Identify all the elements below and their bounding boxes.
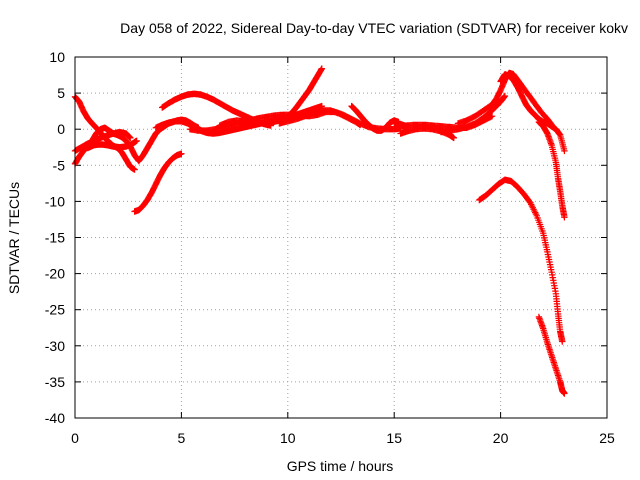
series-arc-4 [84,137,140,152]
y-tick-label: -10 [45,193,65,209]
data-point [555,130,563,137]
data-markers [71,65,568,397]
data-point [488,113,496,120]
x-tick-label: 15 [386,430,402,446]
y-axis-label: SDTVAR / TECUs [6,182,22,294]
data-point [561,390,568,397]
data-point [561,214,568,221]
data-point [178,150,185,157]
y-tick-label: -40 [45,410,65,426]
y-tick-label: -30 [45,338,65,354]
y-tick-label: 0 [57,121,65,137]
series-arc-18 [497,71,568,155]
data-point [127,134,134,142]
series-arc-21 [535,313,568,397]
x-tick-label: 5 [178,430,186,446]
plot-frame [74,56,608,419]
chart-title: Day 058 of 2022, Sidereal Day-to-day VTE… [120,20,628,36]
y-tick-label: -20 [45,266,65,282]
y-tick-label: -5 [53,157,66,173]
data-point [561,147,568,155]
y-tick-label: -25 [45,302,65,318]
series-arc-19 [535,118,568,221]
data-point [357,121,364,129]
y-tick-label: -15 [45,230,65,246]
y-tick-label: 5 [57,85,65,101]
series-arc-20 [476,176,566,345]
data-point [547,140,555,147]
data-point [501,92,509,100]
x-tick-label: 10 [280,430,296,446]
series-arc-11 [276,107,364,129]
x-tick-label: 0 [71,430,79,446]
data-point [450,134,457,142]
y-tick-label: -35 [45,374,65,390]
data-point [559,338,566,345]
data-point [133,137,140,144]
y-tick-label: 10 [49,49,65,65]
x-tick-label: 25 [599,430,615,446]
x-tick-label: 20 [493,430,509,446]
data-point [318,65,325,72]
series-arc-5 [131,150,185,215]
series-arc-10 [280,65,325,123]
x-axis-label: GPS time / hours [287,458,394,474]
data-point [131,166,138,173]
data-point [539,323,546,331]
